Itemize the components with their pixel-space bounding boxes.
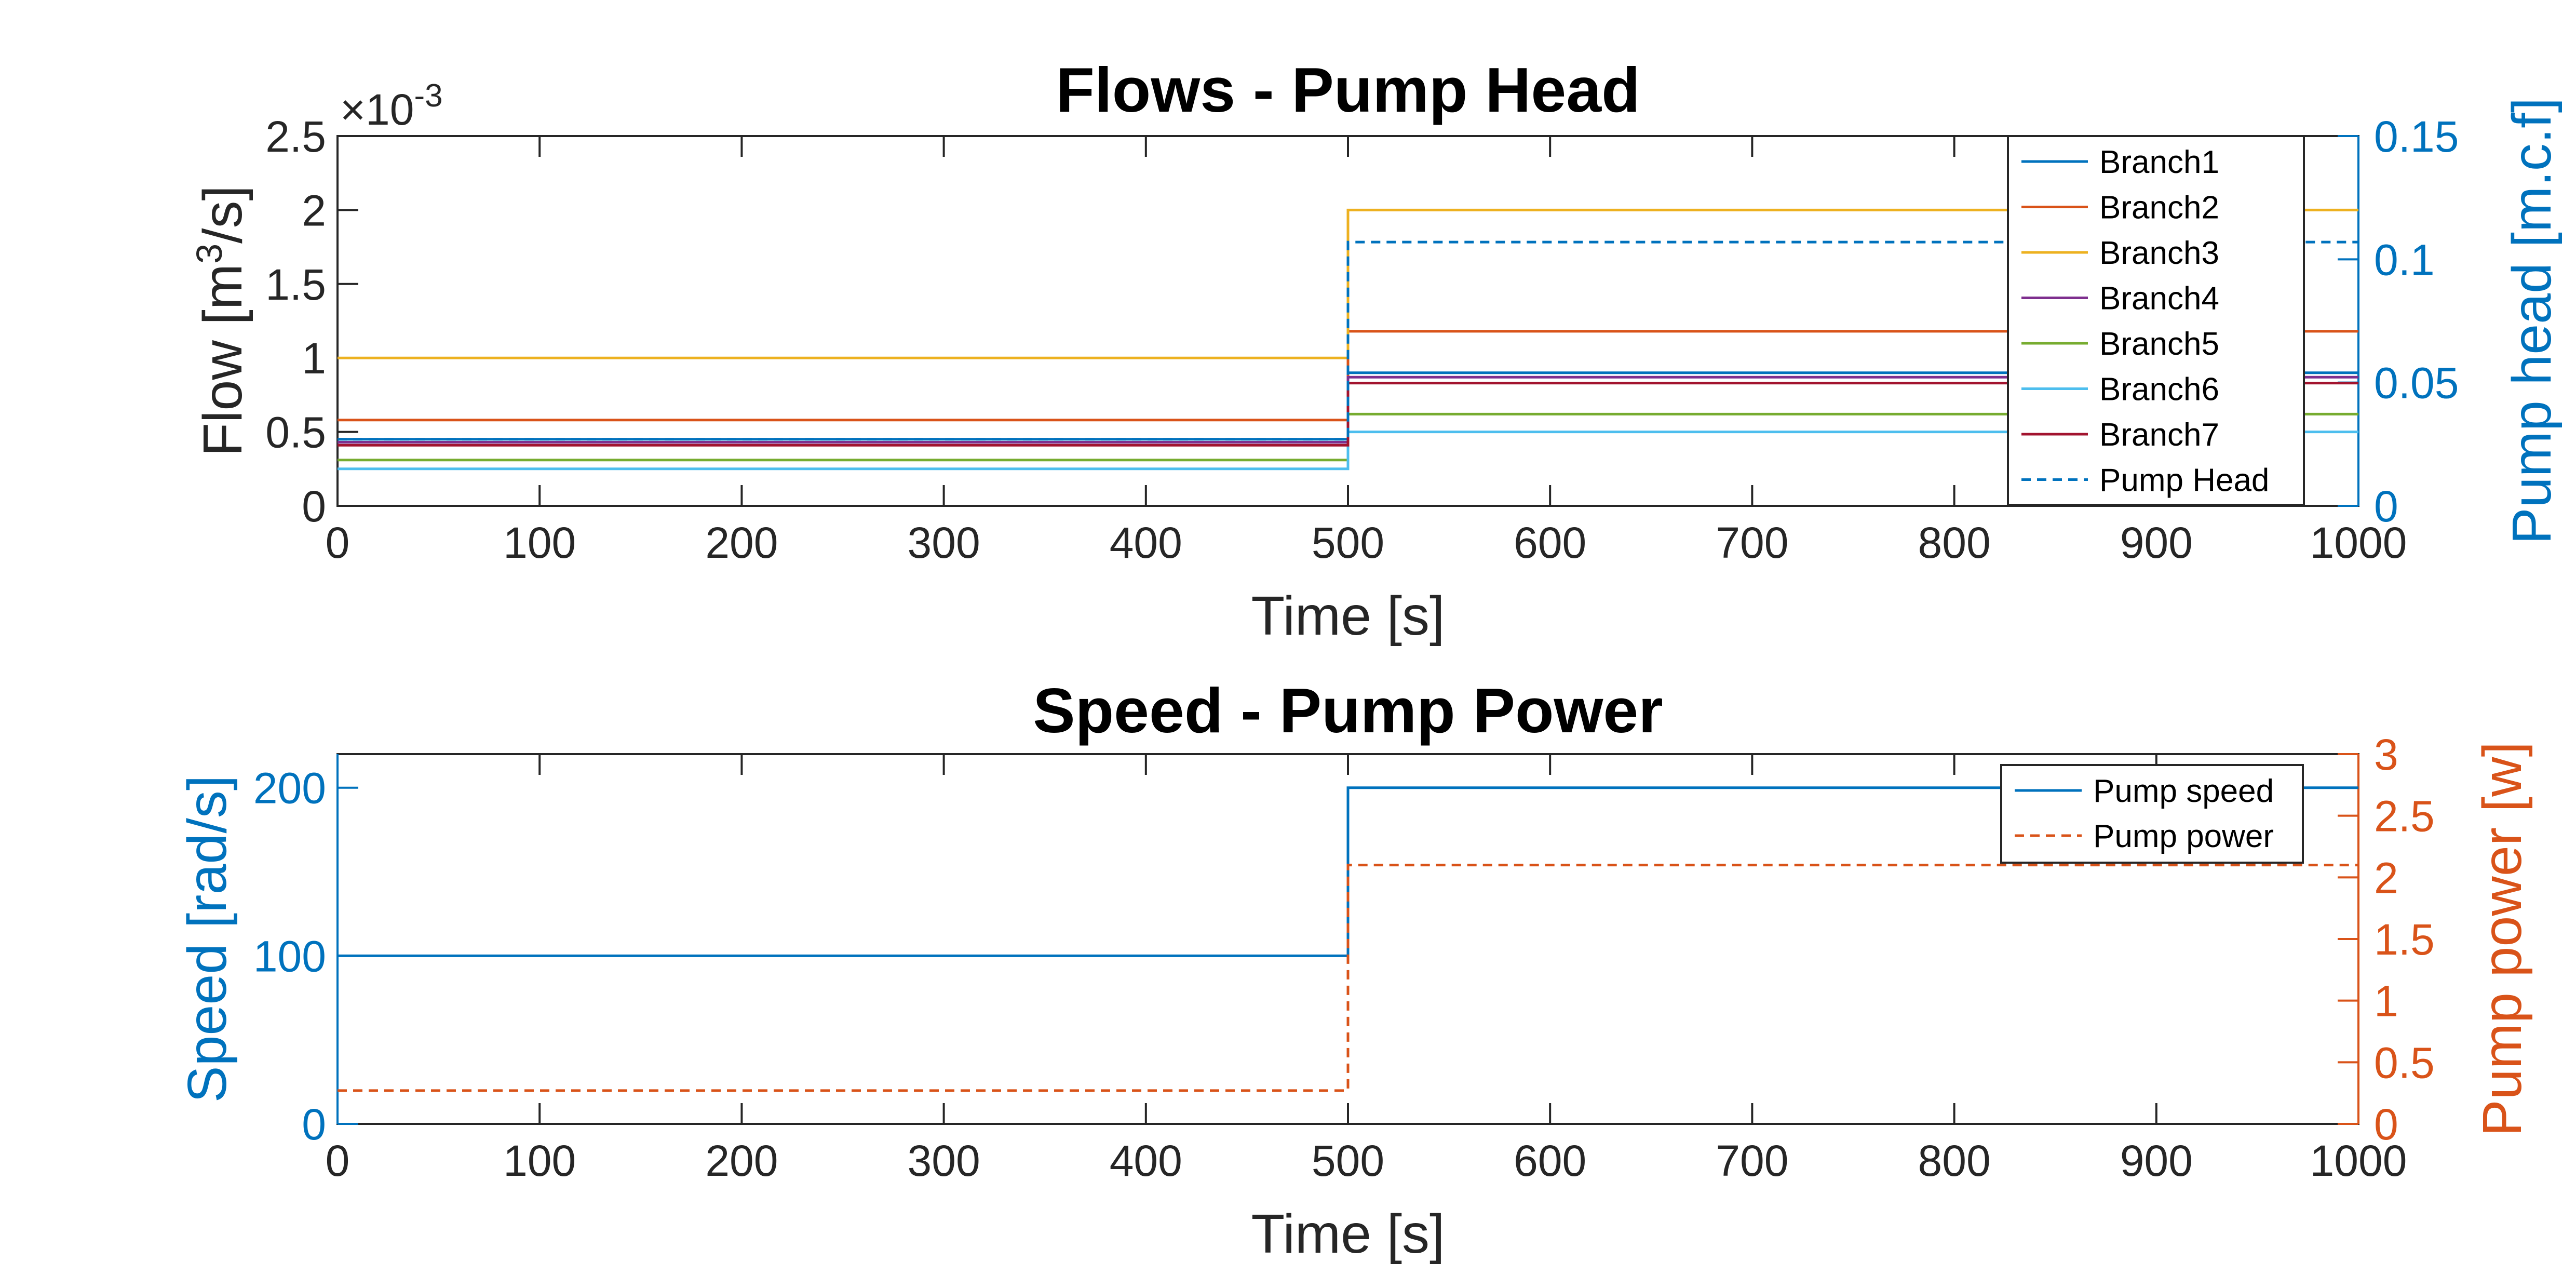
y2-axis-label: Pump head [m.c.f] xyxy=(2501,98,2562,544)
legend-label-branch4: Branch4 xyxy=(2099,281,2219,317)
y-tick-label: 2 xyxy=(302,186,326,235)
series-line-branch2 xyxy=(338,330,2358,422)
y2-tick-label: 0.05 xyxy=(2374,359,2459,408)
series-line-branch3 xyxy=(338,208,2358,359)
series-lines xyxy=(338,208,2358,471)
y-label-superscript: 3 xyxy=(189,244,230,264)
y-axis-ticks: 0 100 200 xyxy=(253,754,358,1149)
y-axis-label: Speed [rad/s] xyxy=(177,775,238,1103)
x-tick-label: 200 xyxy=(705,1136,778,1185)
legend-label-branch6: Branch6 xyxy=(2099,372,2219,408)
exponent-power: -3 xyxy=(414,78,443,114)
y2-tick-label: 0.5 xyxy=(2374,1038,2435,1087)
y-tick-label: 0 xyxy=(302,482,326,531)
legend-label-pump-head: Pump Head xyxy=(2099,463,2269,499)
x-tick-label: 700 xyxy=(1716,518,1788,567)
legend-label-branch1: Branch1 xyxy=(2099,144,2219,180)
y2-tick-label: 0.1 xyxy=(2374,235,2435,284)
exponent-base: ×10 xyxy=(340,85,414,134)
x-axis-ticks: 0 100 200 300 400 500 600 700 800 900 1000 xyxy=(326,754,2407,1185)
y-tick-label: 0.5 xyxy=(265,408,326,457)
x-tick-label: 500 xyxy=(1312,518,1384,567)
series-line-pump-head xyxy=(338,240,2358,441)
chart-title: Speed - Pump Power xyxy=(1033,675,1663,746)
series-line-branch6 xyxy=(338,431,2358,471)
y2-axis-ticks: 0 0.05 0.1 0.15 xyxy=(2338,112,2459,531)
x-tick-label: 0 xyxy=(326,1136,350,1185)
x-tick-label: 500 xyxy=(1312,1136,1384,1185)
x-tick-label: 700 xyxy=(1716,1136,1788,1185)
legend-label-pump-speed: Pump speed xyxy=(2093,773,2274,809)
y2-axis-label: Pump power [w] xyxy=(2472,742,2533,1136)
x-axis-label: Time [s] xyxy=(1251,1203,1445,1265)
y2-tick-label: 0 xyxy=(2374,1100,2398,1149)
legend-box xyxy=(2000,764,2304,864)
y-tick-label: 1.5 xyxy=(265,260,326,309)
series-lines xyxy=(338,786,2358,1092)
y-tick-label: 2.5 xyxy=(265,112,326,161)
x-tick-label: 600 xyxy=(1514,518,1586,567)
x-tick-label: 100 xyxy=(503,518,576,567)
y2-axis-ticks: 0 0.5 1 1.5 2 2.5 3 xyxy=(2338,730,2435,1149)
y-tick-label: 100 xyxy=(253,932,326,981)
y-tick-label: 1 xyxy=(302,334,326,383)
y2-tick-label: 2.5 xyxy=(2374,792,2435,841)
y-label-prefix: Flow [m xyxy=(192,264,253,457)
y-axis-label: Flow [m3/s] xyxy=(189,185,253,457)
flows-pump-head-chart: Flows - Pump Head 0 100 200 300 400 500 600 700… xyxy=(189,55,2562,647)
x-tick-label: 600 xyxy=(1514,1136,1586,1185)
legend-label-branch2: Branch2 xyxy=(2099,190,2219,226)
y-axis-exponent: ×10-3 xyxy=(340,78,443,134)
y-tick-label: 0 xyxy=(302,1100,326,1149)
chart-title: Flows - Pump Head xyxy=(1056,55,1640,125)
legend: Branch1 Branch2 Branch3 Branch4 Branch5 Branc… xyxy=(2007,135,2305,506)
x-tick-label: 100 xyxy=(503,1136,576,1185)
x-tick-label: 400 xyxy=(1110,1136,1182,1185)
x-tick-label: 400 xyxy=(1110,518,1182,567)
x-tick-label: 0 xyxy=(326,518,350,567)
y-label-suffix: /s] xyxy=(192,185,253,244)
x-axis-ticks: 0 100 200 300 400 500 600 700 800 900 1000 xyxy=(326,136,2407,567)
x-tick-label: 800 xyxy=(1918,1136,1991,1185)
x-tick-label: 900 xyxy=(2120,518,2193,567)
legend-label-branch3: Branch3 xyxy=(2099,235,2219,271)
y2-tick-label: 1 xyxy=(2374,977,2398,1026)
y2-tick-label: 2 xyxy=(2374,853,2398,902)
series-line-pump-power xyxy=(338,864,2358,1092)
x-tick-label: 300 xyxy=(908,1136,980,1185)
speed-pump-power-chart: Speed - Pump Power 0 100 200 300 400 500 600 70… xyxy=(177,675,2533,1265)
y2-tick-label: 1.5 xyxy=(2374,915,2435,964)
x-tick-label: 900 xyxy=(2120,1136,2193,1185)
x-tick-label: 200 xyxy=(705,518,778,567)
legend-box xyxy=(2007,135,2305,506)
y2-tick-label: 0 xyxy=(2374,482,2398,531)
legend-label-pump-power: Pump power xyxy=(2093,819,2274,854)
x-tick-label: 1000 xyxy=(2310,1136,2407,1185)
x-tick-label: 1000 xyxy=(2310,518,2407,567)
y2-tick-label: 3 xyxy=(2374,730,2398,779)
legend: Pump speed Pump power xyxy=(2000,764,2304,864)
x-tick-label: 300 xyxy=(908,518,980,567)
legend-label-branch5: Branch5 xyxy=(2099,326,2219,362)
y-tick-label: 200 xyxy=(253,764,326,813)
x-axis-label: Time [s] xyxy=(1251,585,1445,647)
series-line-pump-speed xyxy=(338,786,2358,957)
y2-tick-label: 0.15 xyxy=(2374,112,2459,161)
legend-label-branch7: Branch7 xyxy=(2099,417,2219,453)
x-tick-label: 800 xyxy=(1918,518,1991,567)
